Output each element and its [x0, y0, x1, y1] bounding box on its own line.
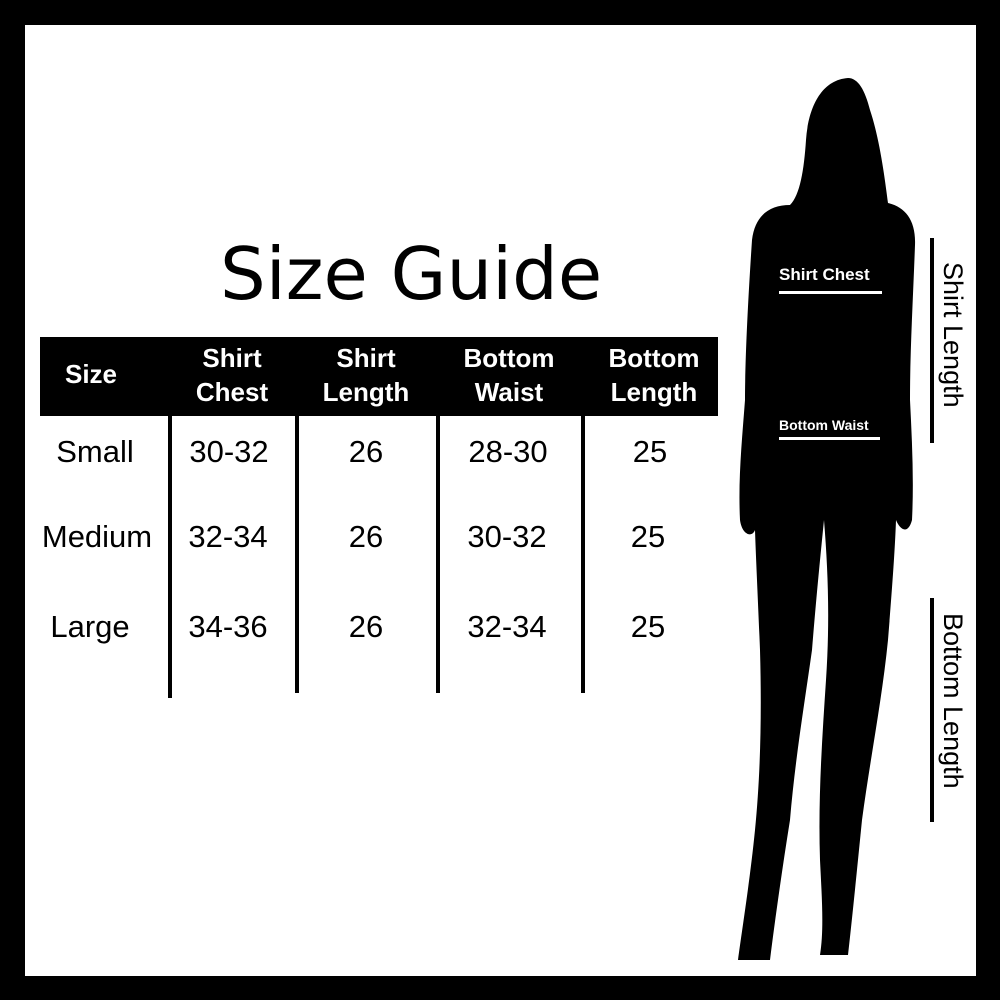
bottom-length-label: Bottom Length: [938, 613, 968, 789]
cell-bottom-length: 25: [630, 609, 666, 644]
cell-bottom-length: 25: [632, 434, 668, 469]
cell-shirt-chest: 34-36: [188, 609, 268, 644]
shirt-chest-label: Shirt Chest: [779, 265, 870, 284]
header-bottom-waist: Bottom Waist: [463, 343, 555, 407]
shirt-length-measure-line: [930, 238, 934, 443]
shirt-length-label: Shirt Length: [938, 262, 968, 408]
bottom-waist-underline: [779, 437, 880, 440]
cell-shirt-length: 26: [348, 609, 384, 644]
shirt-chest-underline: [779, 291, 882, 294]
page-title: Size Guide: [220, 232, 603, 316]
cell-size: Medium: [41, 519, 153, 554]
cell-size: Large: [50, 609, 130, 644]
cell-bottom-waist: 32-34: [467, 609, 547, 644]
silhouette-body: [738, 78, 916, 960]
table-header: Size Shirt Chest Shirt Length Bottom Waist …: [40, 337, 718, 416]
cell-shirt-chest: 32-34: [188, 519, 268, 554]
cell-bottom-waist: 30-32: [467, 519, 547, 554]
cell-shirt-length: 26: [348, 519, 384, 554]
cell-shirt-chest: 30-32: [189, 434, 269, 469]
header-shirt-chest: Shirt Chest: [195, 343, 269, 407]
cell-shirt-length: 26: [348, 434, 384, 469]
header-size: Size: [64, 359, 118, 389]
bottom-length-measure-line: [930, 598, 934, 822]
header-shirt-length: Shirt Length: [322, 343, 410, 407]
bottom-waist-label: Bottom Waist: [779, 417, 869, 433]
column-divider: [168, 416, 172, 698]
header-bottom-length: Bottom Length: [608, 343, 700, 407]
column-divider: [581, 416, 585, 693]
cell-size: Small: [56, 434, 134, 469]
column-divider: [436, 416, 440, 693]
cell-bottom-waist: 28-30: [468, 434, 548, 469]
cell-bottom-length: 25: [630, 519, 666, 554]
column-divider: [295, 416, 299, 693]
